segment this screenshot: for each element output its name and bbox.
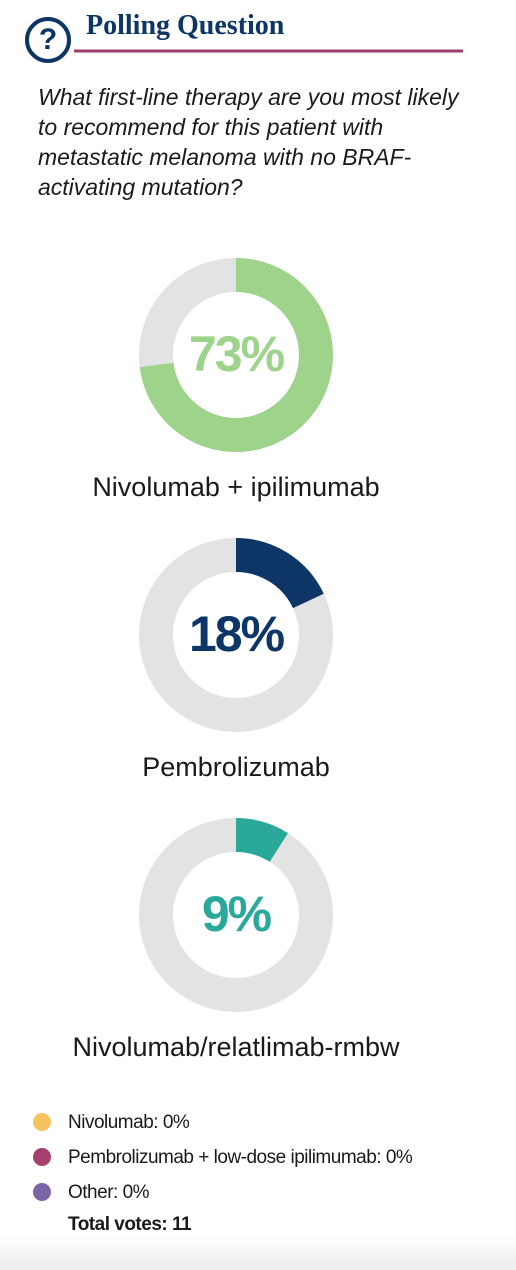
question-icon: [25, 17, 71, 63]
legend-label: Other: 0%: [68, 1182, 150, 1203]
category-label: Pembrolizumab: [142, 752, 330, 782]
donut-arc: [235, 538, 324, 609]
value-label: 9%: [202, 886, 272, 942]
category-label: Nivolumab/relatlimab-rmbw: [72, 1032, 400, 1062]
legend-dot: [33, 1183, 51, 1201]
legend-label: Pembrolizumab + low-dose ipilimumab: 0%: [68, 1147, 413, 1168]
total-votes: Total votes: 11: [68, 1214, 192, 1235]
donut-arc: [235, 818, 288, 863]
legend-dot: [33, 1148, 51, 1166]
value-label: 18%: [189, 606, 285, 662]
question-mark: ?: [39, 23, 57, 56]
donut-arc: [139, 258, 333, 452]
category-label: Nivolumab + ipilimumab: [92, 472, 379, 502]
legend-label: Nivolumab: 0%: [68, 1112, 190, 1133]
value-label: 73%: [189, 326, 285, 382]
question: What first-line therapy are you most lik…: [38, 84, 459, 200]
legend-dot: [33, 1113, 51, 1131]
title: Polling Question: [86, 10, 285, 41]
